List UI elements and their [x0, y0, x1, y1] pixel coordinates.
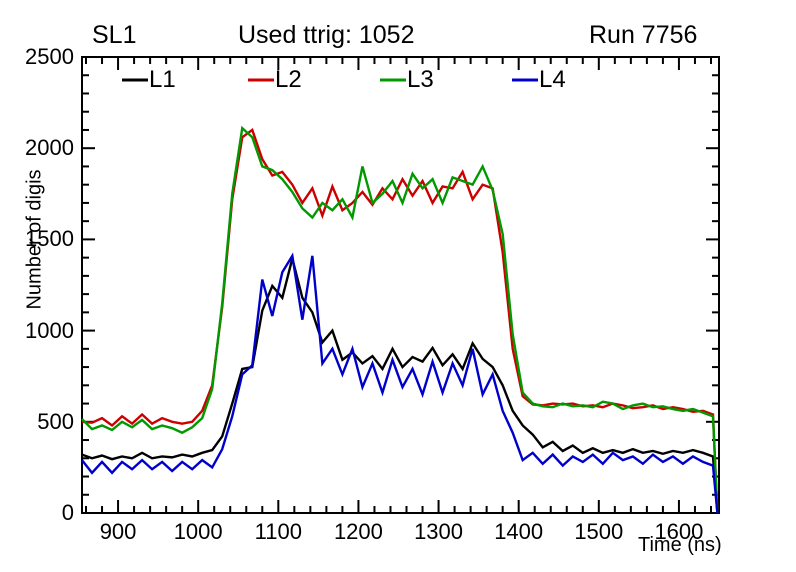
header-right-label: Run 7756	[589, 21, 698, 49]
x-axis-title: Time (ns)	[638, 534, 722, 556]
legend-label-l1: L1	[149, 66, 176, 93]
data-series-l4	[81, 252, 719, 514]
x-tick-label: 1400	[494, 519, 544, 544]
x-tick-label: 1000	[173, 519, 223, 544]
x-tick-label: 1300	[414, 519, 464, 544]
data-series-l3	[81, 125, 719, 514]
legend-label-l2: L2	[275, 66, 302, 93]
plot-frame	[81, 56, 720, 514]
y-tick-label: 0	[61, 500, 74, 525]
data-series-l1	[81, 258, 719, 514]
legend-label-l4: L4	[539, 66, 566, 93]
y-tick-label: 2000	[25, 135, 74, 161]
y-tick-label: 500	[37, 408, 74, 434]
header-center-label: Used ttrig: 1052	[238, 21, 415, 49]
x-tick-label: 1600	[654, 519, 704, 544]
y-tick-label: 1500	[25, 226, 74, 252]
x-tick-label: 1100	[254, 519, 302, 544]
y-tick-label: 2500	[25, 44, 74, 69]
x-tick-label: 1200	[333, 519, 383, 544]
x-tick-label: 1500	[574, 519, 624, 544]
legend-label-l3: L3	[407, 66, 434, 93]
header-left-label: SL1	[92, 21, 137, 49]
y-tick-label: 1000	[25, 317, 74, 343]
x-tick-label: 900	[99, 519, 137, 544]
